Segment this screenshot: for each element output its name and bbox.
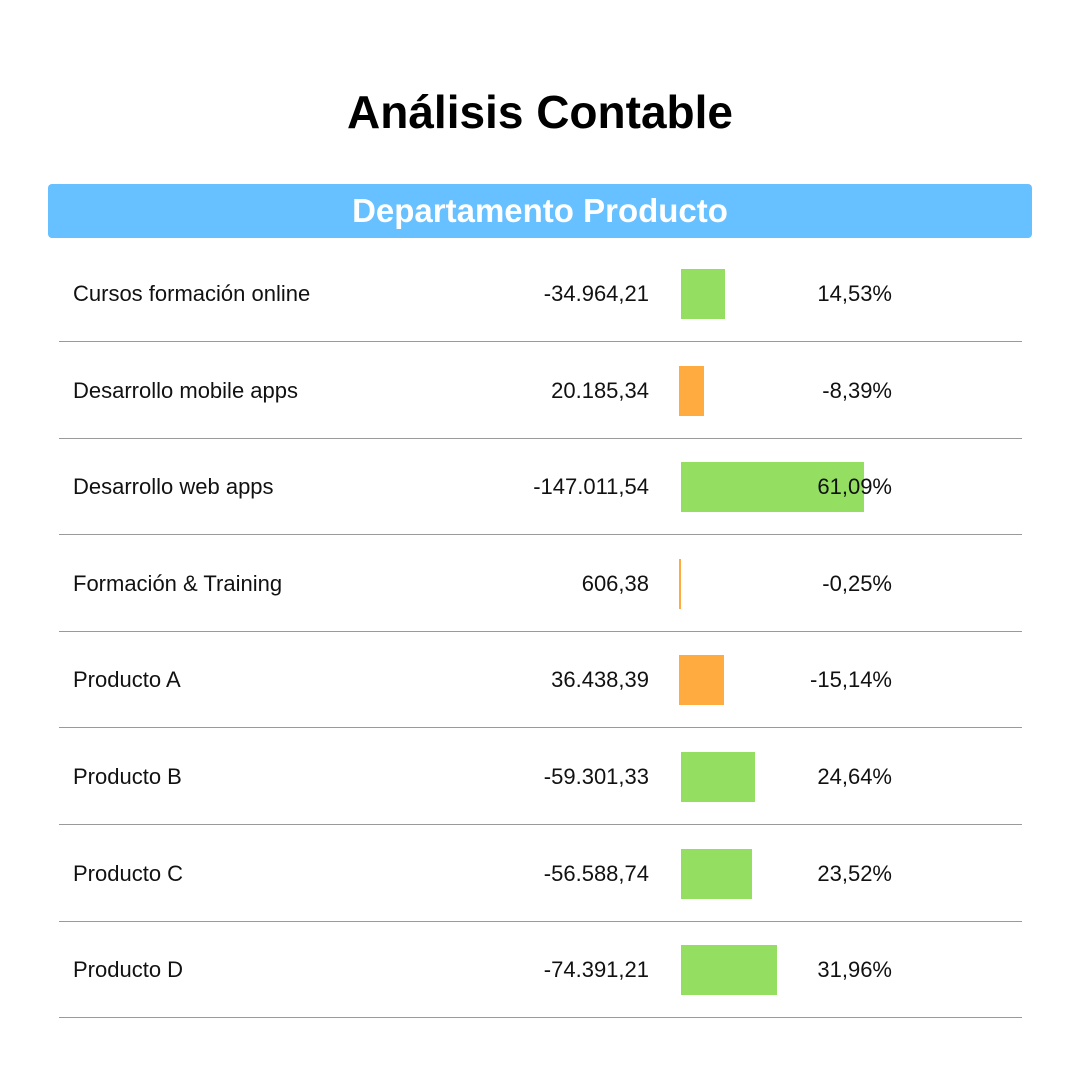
row-amount: -147.011,54 — [533, 474, 649, 500]
row-divider — [59, 341, 1022, 342]
row-amount: -59.301,33 — [543, 764, 649, 789]
page-title: Análisis Contable — [347, 86, 733, 138]
table-row: Cursos formación online -34.964,21 14,53% — [0, 246, 1080, 342]
row-percent: 23,52% — [817, 860, 892, 886]
row-divider — [59, 727, 1022, 729]
row-label: Cursos formación online — [73, 281, 311, 306]
table-row: Desarrollo mobile apps 20.185,34 -8,39% — [0, 343, 1080, 439]
row-divider — [59, 534, 1022, 536]
row-amount: 36.438,39 — [551, 667, 649, 693]
section-title: Departamento Producto — [352, 192, 728, 229]
row-label: Producto C — [73, 860, 184, 886]
row-divider — [59, 824, 1022, 825]
row-divider — [59, 1017, 1022, 1019]
row-percent: 14,53% — [817, 281, 892, 306]
section-header: Departamento Producto — [48, 184, 1032, 238]
row-divider — [59, 437, 1022, 439]
row-label: Desarrollo mobile apps — [73, 377, 298, 403]
positive-bar — [681, 945, 777, 996]
row-amount: -56.588,74 — [543, 860, 649, 886]
row-percent: 24,64% — [817, 764, 892, 789]
row-divider — [59, 630, 1022, 632]
row-percent: -15,14% — [810, 667, 892, 693]
row-label: Producto D — [73, 957, 184, 983]
table-row: Producto A 36.438,39 -15,14% — [0, 632, 1080, 729]
row-label: Producto A — [73, 667, 181, 693]
table-row: Formación & Training 606,38 -0,25% — [0, 536, 1080, 632]
positive-bar — [681, 752, 755, 802]
row-percent: 61,09% — [817, 474, 892, 500]
table-row: Producto B -59.301,33 24,64% — [0, 729, 1080, 825]
row-percent: -8,39% — [822, 377, 892, 403]
row-percent: -0,25% — [822, 570, 892, 596]
row-label: Desarrollo web apps — [73, 474, 274, 500]
row-amount: -34.964,21 — [543, 281, 649, 306]
positive-bar — [681, 848, 752, 899]
negative-bar — [679, 558, 681, 609]
row-amount: 606,38 — [581, 570, 649, 596]
table-row: Desarrollo web apps -147.011,54 61,09% — [0, 439, 1080, 536]
row-divider — [59, 920, 1022, 922]
table-row: Producto C -56.588,74 23,52% — [0, 826, 1080, 922]
row-amount: -74.391,21 — [543, 957, 649, 983]
row-label: Formación & Training — [73, 570, 283, 596]
row-percent: 31,96% — [817, 957, 892, 983]
positive-bar — [681, 462, 865, 513]
positive-bar — [681, 269, 725, 319]
row-label: Producto B — [73, 764, 182, 789]
row-amount: 20.185,34 — [551, 377, 649, 403]
negative-bar — [679, 655, 725, 706]
table-row: Producto D -74.391,21 31,96% — [0, 922, 1080, 1019]
negative-bar — [679, 365, 705, 416]
